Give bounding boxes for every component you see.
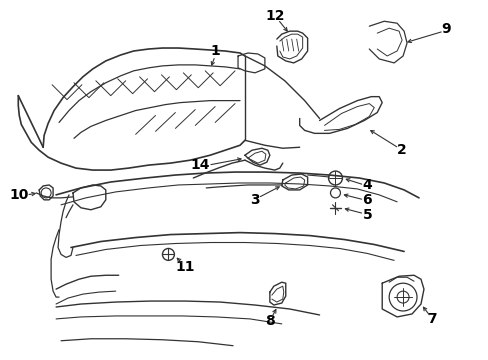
Text: 10: 10 <box>10 188 29 202</box>
Text: 3: 3 <box>250 193 259 207</box>
Text: 8: 8 <box>264 314 274 328</box>
Text: 1: 1 <box>210 44 220 58</box>
Text: 14: 14 <box>190 158 209 172</box>
Text: 5: 5 <box>362 208 371 222</box>
Text: 7: 7 <box>426 312 436 326</box>
Text: 4: 4 <box>362 178 371 192</box>
Text: 9: 9 <box>440 22 450 36</box>
Text: 11: 11 <box>175 260 195 274</box>
Text: 2: 2 <box>396 143 406 157</box>
Text: 6: 6 <box>362 193 371 207</box>
Text: 12: 12 <box>264 9 284 23</box>
